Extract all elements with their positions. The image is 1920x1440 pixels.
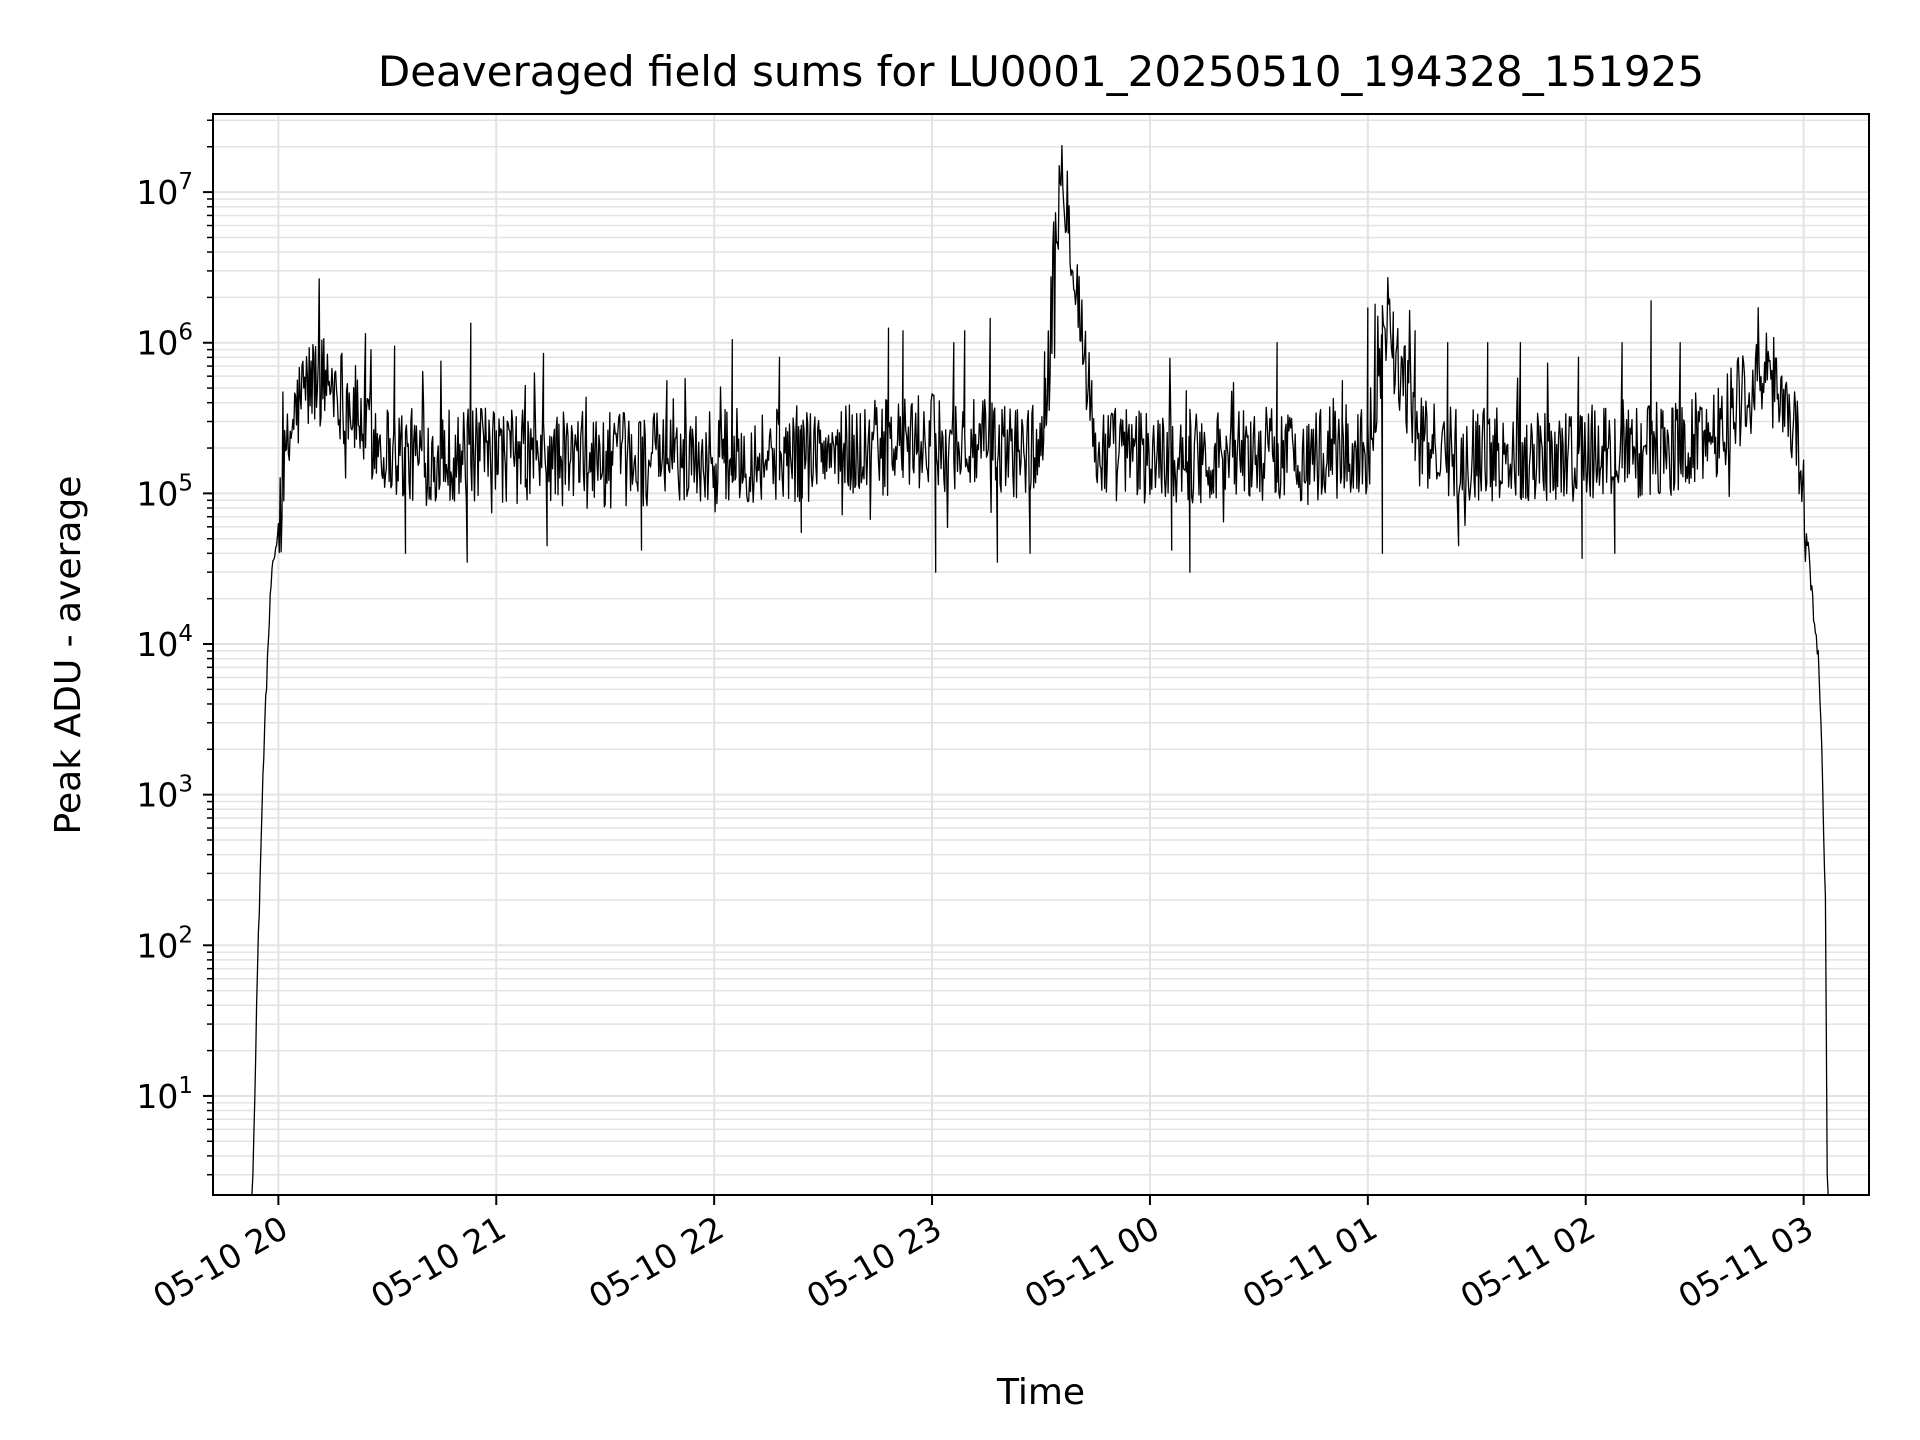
y-axis-label: Peak ADU - average bbox=[48, 476, 89, 835]
grid bbox=[213, 114, 1869, 1195]
data-line-group bbox=[251, 144, 1829, 1196]
y-tick-label: 106 bbox=[136, 320, 193, 363]
y-tick-label: 102 bbox=[136, 922, 193, 965]
y-tick-label: 107 bbox=[136, 169, 193, 212]
y-tick-label: 105 bbox=[136, 470, 193, 513]
data-line bbox=[251, 144, 1829, 1196]
y-axis: 101 102 103 104 105 106 107 bbox=[136, 119, 213, 1176]
y-tick-label: 101 bbox=[136, 1073, 193, 1116]
chart-title: Deaveraged field sums for LU0001_2025051… bbox=[378, 47, 1704, 96]
plot-frame bbox=[212, 113, 1870, 1196]
x-axis-label: Time bbox=[996, 1372, 1085, 1413]
y-tick-label: 103 bbox=[136, 772, 193, 815]
y-tick-label: 104 bbox=[136, 621, 193, 664]
